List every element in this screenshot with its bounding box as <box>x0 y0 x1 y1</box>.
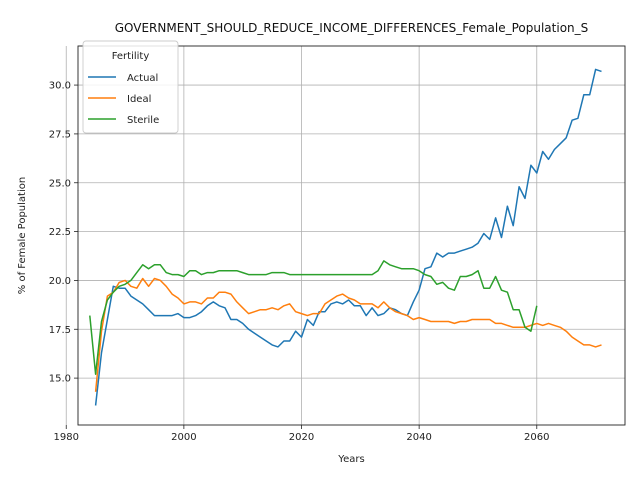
x-tick-label: 2040 <box>406 432 431 443</box>
series-line-sterile <box>89 260 538 375</box>
plot-frame <box>77 45 626 426</box>
legend-entry-sterile: Sterile <box>127 115 159 126</box>
y-tick-label: 15.0 <box>49 374 71 385</box>
x-tick-label: 1980 <box>54 432 79 443</box>
series-line-actual <box>94 68 602 406</box>
y-tick-label: 20.0 <box>49 276 71 287</box>
x-axis-label: Years <box>337 454 364 465</box>
legend-entry-ideal: Ideal <box>127 94 151 105</box>
legend-box <box>82 40 179 134</box>
y-tick-label: 22.5 <box>49 227 71 238</box>
legend-title: Fertility <box>112 51 150 62</box>
legend: Fertility Actual Ideal Sterile <box>82 40 179 134</box>
y-tick-label: 27.5 <box>49 129 71 140</box>
y-tick-label: 30.0 <box>49 81 71 92</box>
series-lines <box>89 68 602 406</box>
legend-entry-actual: Actual <box>127 73 158 84</box>
x-tick-label: 2000 <box>171 432 196 443</box>
y-tick-label: 25.0 <box>49 178 71 189</box>
x-tick-label: 2060 <box>524 432 549 443</box>
grid-lines <box>65 46 625 425</box>
y-axis-label: % of Female Population <box>17 177 28 294</box>
chart-title: GOVERNMENT_SHOULD_REDUCE_INCOME_DIFFEREN… <box>115 21 589 35</box>
y-tick-label: 17.5 <box>49 325 71 336</box>
axis-ticks: 1980 2000 2020 2040 2060 15.0 17.5 20.0 22.5 25.0… <box>49 81 550 443</box>
x-tick-label: 2020 <box>289 432 314 443</box>
series-line-ideal <box>94 277 602 392</box>
